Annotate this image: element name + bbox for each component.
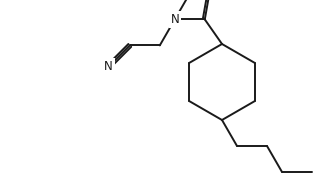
Text: N: N [170,13,179,26]
Text: N: N [104,60,113,73]
